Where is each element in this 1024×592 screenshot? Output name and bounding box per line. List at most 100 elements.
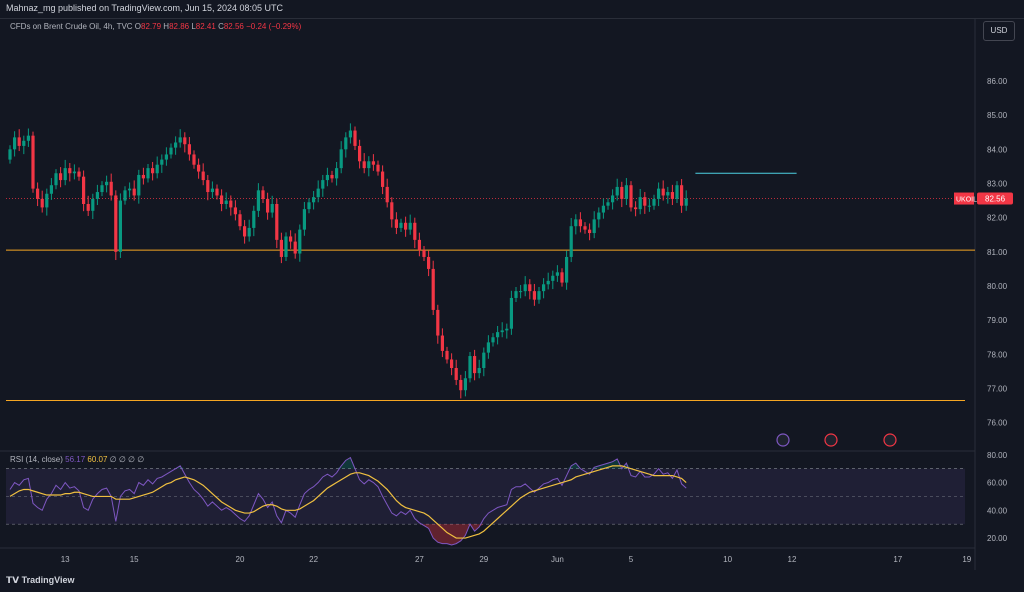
candle [551,275,555,281]
currency-button[interactable]: USD [983,21,1015,41]
candle [233,207,237,215]
candle [40,198,44,208]
candle [371,161,375,165]
candle [330,174,334,179]
candle [220,195,224,204]
candle [45,193,49,208]
candle [68,168,72,174]
price-tick-label: 82.00 [987,214,1008,223]
low-value: 82.41 [195,22,216,31]
candle [174,142,178,148]
candle [555,272,559,276]
current-symbol-tag [954,192,974,205]
candle [381,171,385,187]
rsi-tick-label: 80.00 [987,451,1008,460]
candle [528,284,532,292]
candle [105,181,109,186]
header-bar: Mahnaz_mg published on TradingView.com, … [0,0,1024,19]
candle [128,188,132,191]
candle [59,173,63,181]
rsi-ma-line [9,465,687,539]
candle [413,222,417,240]
candle [486,342,490,353]
candle [339,149,343,169]
time-tick-label: 10 [723,555,732,564]
candle [436,309,440,336]
candle [611,195,615,203]
candle [652,198,656,206]
candle [325,174,329,181]
time-tick-label: 5 [629,555,634,564]
candle [477,368,481,374]
rsi-oversold-fill [10,524,687,545]
candle [13,137,17,150]
candle [238,214,242,227]
candle [482,352,486,368]
candle [592,219,596,234]
event-icon-us-flag [883,433,897,447]
candle [123,190,127,201]
candle [491,337,495,343]
candle [224,200,228,204]
candles-group [8,123,688,399]
candle [431,268,435,310]
candle [321,180,325,189]
candle [164,154,168,160]
candle [72,171,76,174]
candle [95,192,99,199]
candle [624,185,628,199]
candle [109,181,113,196]
candle [440,335,444,351]
rsi-tick-label: 40.00 [987,506,1008,515]
candle [86,204,90,211]
price-tick-label: 83.00 [987,180,1008,189]
candle [344,137,348,150]
price-tick-label: 77.00 [987,385,1008,394]
candle [36,188,40,199]
candle [408,222,412,230]
candle [454,368,458,380]
candle [422,250,426,257]
candle [187,144,191,155]
candle [569,226,573,257]
candle [100,185,104,193]
high-value: 82.86 [169,22,190,31]
candle [215,188,219,196]
candle [514,291,518,298]
candle [247,227,251,237]
candle [151,168,155,174]
current-symbol-label: UKOIL [956,197,977,204]
current-price-label: 82.56 [985,195,1006,204]
brand-label: TradingView [21,575,75,585]
candle [643,197,647,206]
price-tick-label: 80.00 [987,282,1008,291]
candle [394,219,398,228]
candle [684,198,688,206]
candle [270,204,274,213]
candle [505,328,509,331]
price-tick-label: 84.00 [987,145,1008,154]
candle [141,174,145,179]
time-tick-label: 19 [962,555,971,564]
candle [417,239,421,251]
candle [523,284,527,292]
candle [362,161,366,169]
candle [302,209,306,230]
candle [404,222,408,230]
time-tick-label: 29 [479,555,488,564]
candle [629,185,633,208]
tradingview-logo: 𝗧𝗩 TradingView [6,575,74,586]
candle [601,205,605,213]
candle [500,330,504,333]
candle [519,291,523,293]
current-price-badge [977,192,1013,205]
candle [578,219,582,227]
candle [385,186,389,203]
time-tick-label: 17 [893,555,902,564]
time-tick-label: 22 [309,555,318,564]
candle [509,297,513,329]
rsi-line [9,456,687,546]
candle [680,185,684,206]
candle [31,135,35,189]
